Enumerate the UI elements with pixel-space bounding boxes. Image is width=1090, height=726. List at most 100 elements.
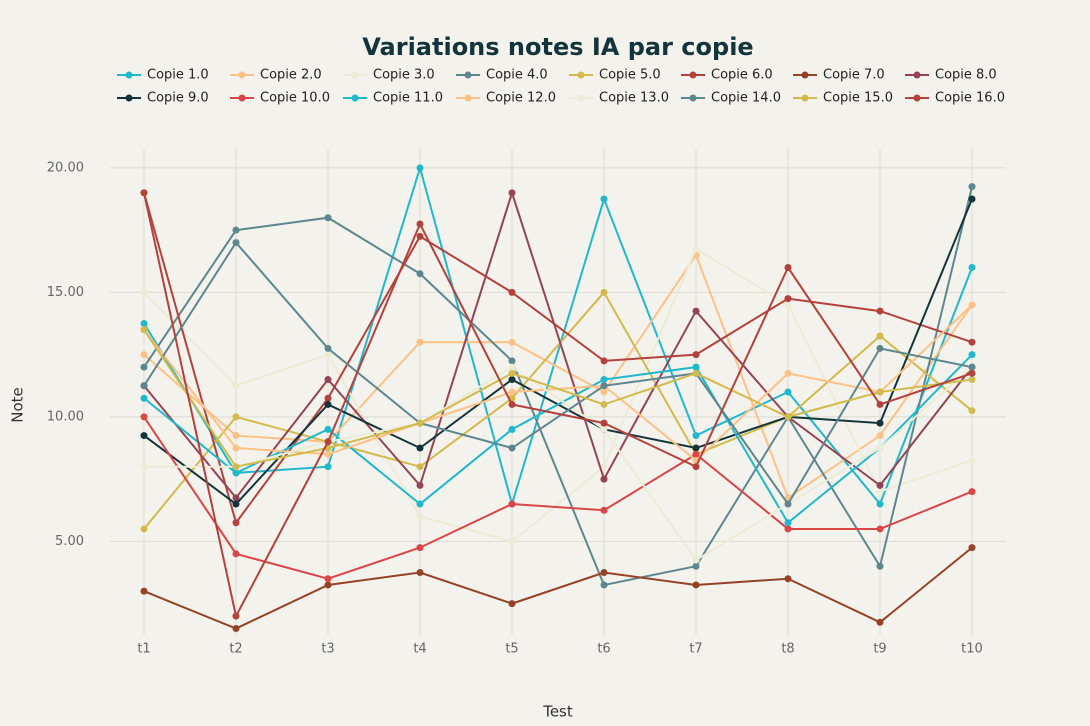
legend-marker xyxy=(351,71,359,79)
data-point xyxy=(232,612,240,620)
x-tick-label: t10 xyxy=(961,642,983,657)
data-point xyxy=(232,444,240,452)
data-point xyxy=(692,556,700,564)
data-point xyxy=(324,581,332,589)
data-point xyxy=(416,270,424,278)
data-point xyxy=(968,338,976,346)
data-point xyxy=(508,600,516,608)
data-point xyxy=(600,569,608,577)
data-point xyxy=(692,562,700,570)
data-point xyxy=(692,450,700,458)
data-point xyxy=(508,363,516,371)
data-point xyxy=(140,394,148,402)
data-point xyxy=(508,338,516,346)
data-point xyxy=(600,195,608,203)
series-line xyxy=(143,329,973,468)
data-point xyxy=(784,525,792,533)
legend-marker xyxy=(238,94,246,102)
data-point xyxy=(140,463,148,471)
x-tick-label: t1 xyxy=(137,642,150,657)
data-point xyxy=(416,463,424,471)
data-point xyxy=(968,351,976,359)
legend-label: Copie 16.0 xyxy=(935,91,1005,106)
data-point xyxy=(876,488,884,496)
series-line xyxy=(143,546,973,630)
data-point xyxy=(416,220,424,228)
data-point xyxy=(784,575,792,583)
data-point xyxy=(876,432,884,440)
data-point xyxy=(600,475,608,483)
data-point xyxy=(968,407,976,415)
data-point xyxy=(784,264,792,272)
data-point xyxy=(324,438,332,446)
legend-label: Copie 5.0 xyxy=(599,68,661,83)
data-point xyxy=(876,500,884,508)
data-point xyxy=(784,301,792,309)
data-point xyxy=(232,625,240,633)
legend-label: Copie 8.0 xyxy=(935,68,997,83)
x-tick-label: t4 xyxy=(413,642,426,657)
data-point xyxy=(416,164,424,172)
data-point xyxy=(968,488,976,496)
data-point xyxy=(968,363,976,371)
legend-label: Copie 9.0 xyxy=(147,91,209,106)
data-point xyxy=(416,569,424,577)
legend-label: Copie 3.0 xyxy=(373,68,435,83)
data-point xyxy=(140,326,148,334)
legend-marker xyxy=(801,71,809,79)
legend-marker xyxy=(464,94,472,102)
data-point xyxy=(416,512,424,520)
data-point xyxy=(600,382,608,390)
data-point xyxy=(508,376,516,384)
data-point xyxy=(692,369,700,377)
legend-marker xyxy=(125,71,133,79)
data-point xyxy=(232,382,240,390)
data-point xyxy=(140,288,148,296)
x-tick-label: t9 xyxy=(873,642,886,657)
data-point xyxy=(692,432,700,440)
data-point xyxy=(876,344,884,352)
data-point xyxy=(324,344,332,352)
data-point xyxy=(416,444,424,452)
data-point xyxy=(232,432,240,440)
data-point xyxy=(232,494,240,502)
legend-label: Copie 4.0 xyxy=(486,68,548,83)
data-point xyxy=(140,413,148,421)
y-axis-title: Note xyxy=(9,387,27,423)
legend-marker xyxy=(801,94,809,102)
x-tick-label: t6 xyxy=(597,642,610,657)
data-point xyxy=(692,245,700,253)
legend-label: Copie 2.0 xyxy=(260,68,322,83)
data-point xyxy=(324,463,332,471)
legend-marker xyxy=(238,71,246,79)
data-point xyxy=(416,500,424,508)
data-point xyxy=(784,388,792,396)
data-point xyxy=(508,189,516,197)
data-point xyxy=(232,239,240,247)
legend-label: Copie 6.0 xyxy=(711,68,773,83)
data-point xyxy=(600,425,608,433)
data-point xyxy=(416,232,424,240)
legend-marker xyxy=(913,71,921,79)
data-point xyxy=(232,500,240,508)
data-point xyxy=(876,618,884,626)
data-point xyxy=(140,320,148,328)
data-point xyxy=(232,550,240,558)
data-point xyxy=(876,307,884,315)
y-tick-label: 20.00 xyxy=(47,160,84,175)
data-point xyxy=(508,500,516,508)
data-point xyxy=(140,525,148,533)
data-point xyxy=(140,363,148,371)
data-point xyxy=(784,413,792,421)
data-point xyxy=(692,363,700,371)
data-point xyxy=(600,581,608,589)
data-point xyxy=(140,189,148,197)
data-point xyxy=(600,288,608,296)
data-point xyxy=(692,351,700,359)
legend-marker xyxy=(351,94,359,102)
series-line xyxy=(143,192,973,619)
x-tick-label: t8 xyxy=(781,642,794,657)
data-point xyxy=(876,419,884,427)
data-point xyxy=(508,288,516,296)
